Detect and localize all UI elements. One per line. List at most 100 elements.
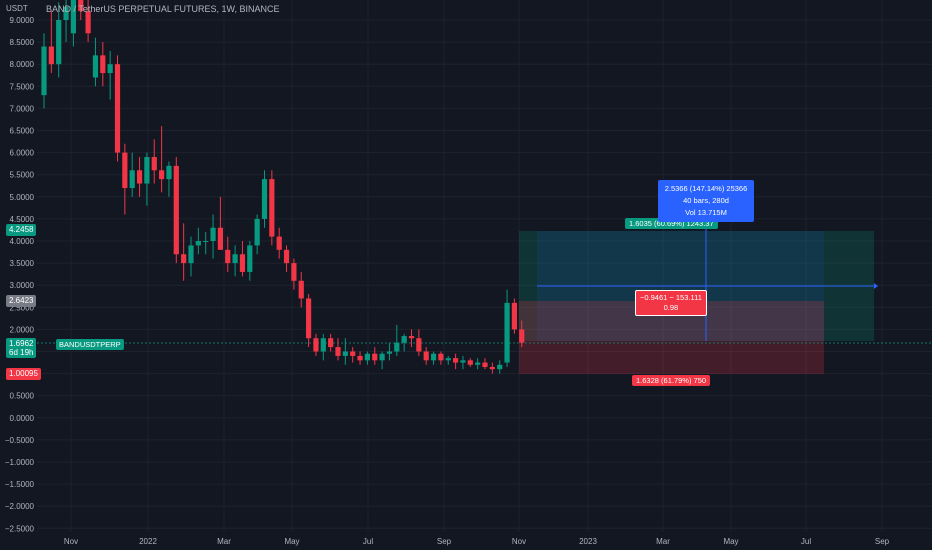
time-tick-label: Nov (512, 537, 526, 546)
candle (475, 358, 481, 370)
candle-body (511, 302, 517, 330)
candle (92, 37, 99, 87)
time-tick-label: Nov (64, 537, 78, 546)
candle (159, 126, 165, 193)
price-tick-label: −1.0000 (5, 458, 35, 467)
time-axis: Nov 2022 Mar May Jul Sep Nov 2023 Mar May Jul Sep (64, 537, 890, 546)
chart-title[interactable]: BAND / TetherUS PERPETUAL FUTURES, 1W, B… (46, 4, 280, 14)
target-info-callout[interactable]: 1.6035 (60.69%) 1243.37 (625, 218, 718, 229)
candle (217, 196, 223, 250)
candle-body (92, 55, 99, 78)
candle (430, 351, 437, 365)
time-tick-label: Jul (363, 537, 373, 546)
time-tick-label: Mar (656, 537, 670, 546)
candle (357, 351, 363, 365)
price-tick-label: 3.5000 (10, 259, 35, 268)
price-tick-label: −2.0000 (5, 502, 35, 511)
price-tick-label: 6.5000 (10, 127, 35, 136)
candle-body (489, 366, 495, 370)
candle (408, 329, 415, 348)
candle (166, 161, 172, 197)
price-tick-label: 8.5000 (10, 38, 35, 47)
candle-body (504, 302, 510, 363)
candle-body (430, 353, 437, 361)
candle (504, 289, 510, 367)
candle (497, 360, 503, 374)
candle-body (342, 351, 348, 356)
candle (181, 223, 187, 281)
price-tick-label: 4.0000 (10, 237, 35, 246)
price-tick-label: −1.5000 (5, 480, 35, 489)
long-position-tool (519, 222, 878, 374)
time-tick-label: Sep (875, 537, 890, 546)
candle-body (225, 249, 231, 264)
price-tick-label: 7.0000 (10, 104, 35, 113)
stop-info-callout[interactable]: 1.6328 (61.79%) 750 (632, 375, 711, 386)
candle (203, 232, 209, 255)
candle-body (181, 254, 187, 264)
price-tick-label: 7.5000 (10, 82, 35, 91)
measure-volume: Vol 13.715M (685, 208, 727, 217)
price-tick-label: 2.0000 (10, 325, 35, 334)
candle-body (41, 46, 47, 96)
entry-price-label: 2.6423 (6, 295, 37, 307)
candle (342, 338, 348, 365)
candle (85, 0, 91, 43)
candle-body (269, 179, 275, 237)
position-center-callout[interactable]: −0.9461 − 153.111 0.98 (635, 290, 707, 316)
candle-body (159, 170, 165, 180)
candle-body (482, 362, 488, 367)
candle-body (394, 342, 400, 352)
candle-body (122, 152, 128, 188)
candle-body (48, 46, 54, 65)
candle-body (460, 360, 466, 363)
candle-body (335, 347, 341, 356)
candle (416, 329, 422, 356)
candle-body (467, 360, 473, 365)
symbol-tag: BANDUSDTPERP (56, 339, 124, 350)
candle (320, 333, 326, 361)
candle (453, 353, 459, 370)
time-tick-label: Sep (437, 537, 452, 546)
candle-body (357, 355, 363, 361)
candle-body (350, 351, 356, 356)
candle-body (239, 254, 246, 272)
candle (70, 0, 76, 47)
candle-body (276, 236, 282, 250)
candle-body (408, 336, 415, 339)
candle (364, 351, 370, 365)
measure-change: 2.5366 (147.14%) 25366 (664, 184, 748, 193)
candle (423, 347, 429, 365)
candle-body (136, 170, 143, 184)
candle (519, 320, 525, 348)
candle-body (497, 364, 503, 370)
candle (386, 342, 393, 361)
candle-body (63, 6, 69, 20)
price-tick-label: 5.0000 (10, 193, 35, 202)
position-ratio: 0.98 (663, 303, 679, 312)
candle (151, 139, 157, 184)
candle-body (166, 165, 172, 180)
candle (283, 245, 290, 272)
candle (48, 11, 54, 74)
candle (122, 143, 128, 215)
candle-body (261, 179, 268, 219)
candle (136, 157, 143, 197)
candle-body (445, 358, 451, 361)
position-pnl: −0.9461 − 153.111 (640, 293, 702, 302)
candle (247, 241, 253, 281)
measure-bars: 40 bars, 280d (683, 196, 729, 205)
candle (239, 241, 246, 277)
candle-body (85, 11, 91, 34)
candle (188, 236, 194, 277)
measure-callout[interactable]: 2.5366 (147.14%) 25366 40 bars, 280d Vol… (658, 180, 754, 222)
candle (445, 355, 451, 365)
candle (232, 245, 238, 277)
candle (210, 214, 216, 259)
candle (291, 258, 297, 290)
candle-body (70, 0, 76, 34)
candle (129, 152, 135, 197)
candle-body (519, 329, 525, 343)
candle-body (291, 263, 297, 281)
